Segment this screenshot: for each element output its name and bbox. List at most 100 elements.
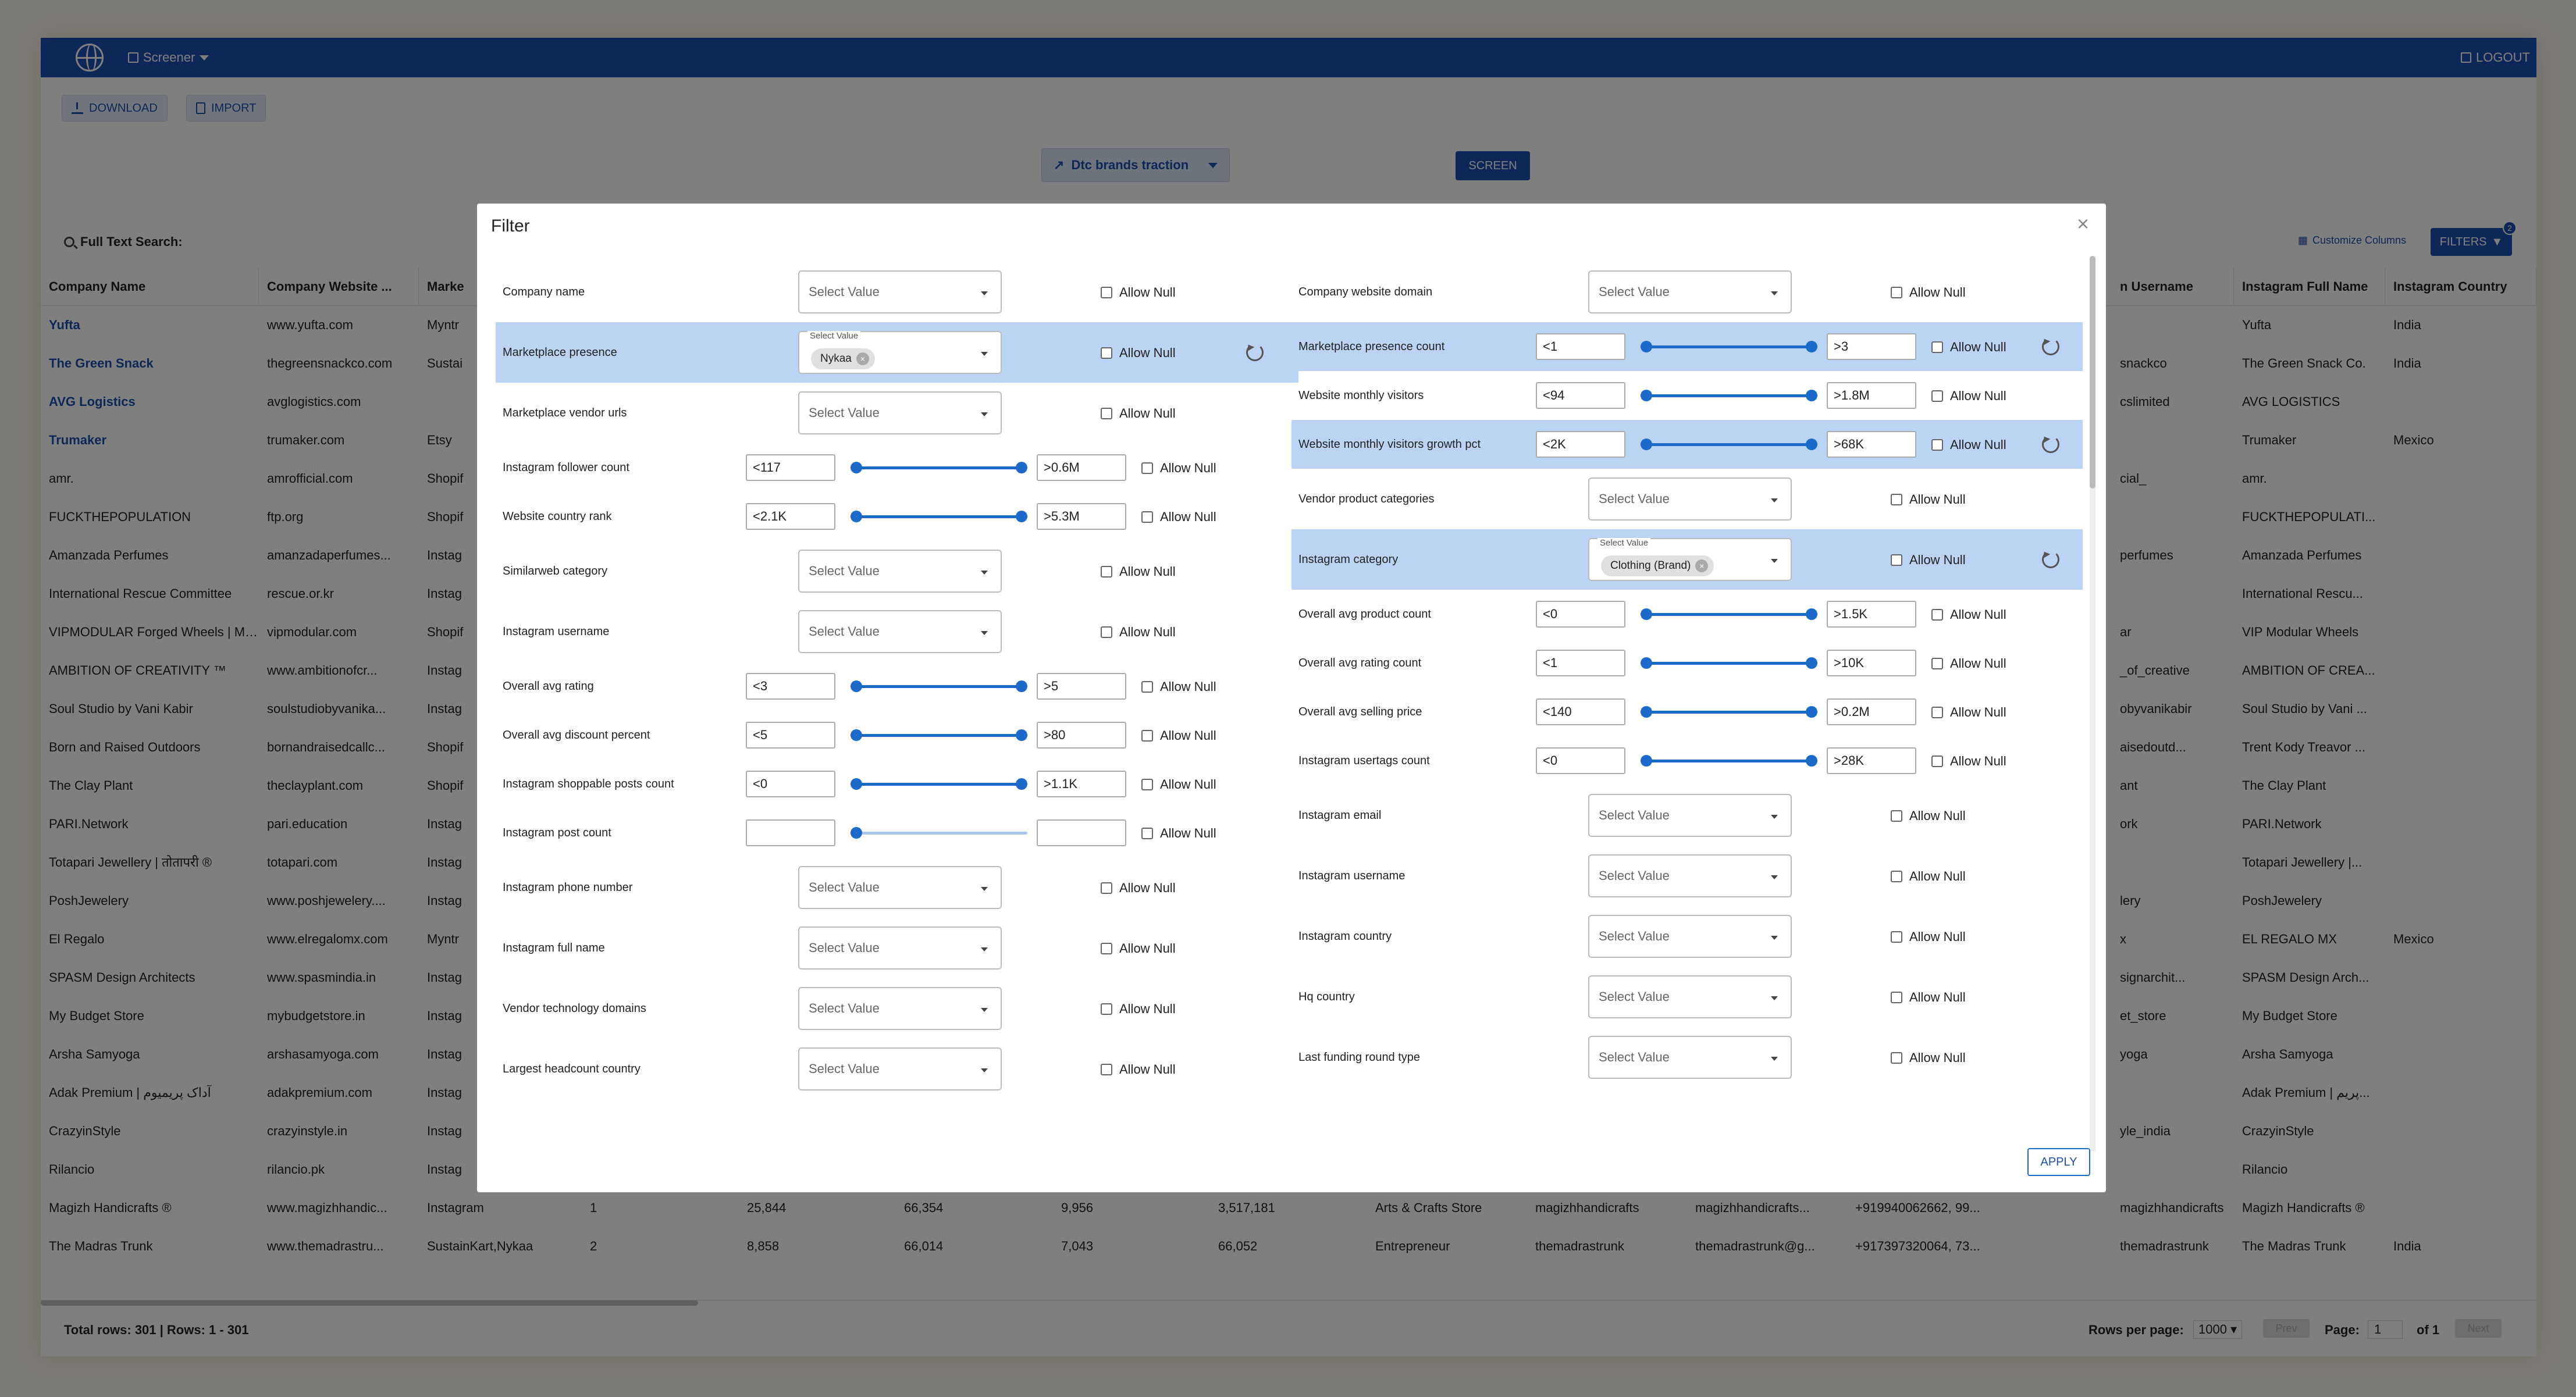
slider-min-thumb[interactable] (851, 827, 862, 839)
chip-remove-icon[interactable]: × (856, 352, 869, 365)
allow-null-checkbox[interactable]: Allow Null (1931, 705, 2006, 720)
range-max-input[interactable]: >5 (1037, 673, 1126, 700)
slider-max-thumb[interactable] (1806, 657, 1817, 669)
range-max-input[interactable]: >28K (1827, 747, 1916, 774)
checkbox-box[interactable] (1891, 810, 1902, 822)
select-value-dropdown[interactable]: Select Value (1588, 270, 1792, 313)
allow-null-checkbox[interactable]: Allow Null (1891, 553, 1966, 568)
range-min-input[interactable] (746, 819, 835, 846)
checkbox-box[interactable] (1891, 287, 1902, 298)
checkbox-box[interactable] (1101, 287, 1112, 298)
checkbox-box[interactable] (1101, 347, 1112, 359)
range-max-input[interactable]: >1.1K (1037, 771, 1126, 797)
checkbox-box[interactable] (1101, 1003, 1112, 1015)
checkbox-box[interactable] (1141, 462, 1153, 474)
checkbox-box[interactable] (1931, 609, 1943, 621)
select-value-dropdown[interactable]: Select Value (798, 270, 1002, 313)
allow-null-checkbox[interactable]: Allow Null (1141, 728, 1216, 743)
range-max-input[interactable]: >0.2M (1827, 698, 1916, 725)
allow-null-checkbox[interactable]: Allow Null (1101, 285, 1176, 300)
select-value-dropdown[interactable]: Select Value (1588, 975, 1792, 1018)
reset-icon[interactable] (2042, 338, 2059, 355)
dialog-scrollbar[interactable] (2090, 256, 2095, 1152)
select-value-dropdown[interactable]: Select Value (798, 550, 1002, 593)
range-max-input[interactable]: >1.8M (1827, 382, 1916, 409)
checkbox-box[interactable] (1101, 408, 1112, 419)
checkbox-box[interactable] (1141, 779, 1153, 790)
allow-null-checkbox[interactable]: Allow Null (1891, 808, 1966, 824)
slider-min-thumb[interactable] (1641, 608, 1652, 620)
checkbox-box[interactable] (1101, 626, 1112, 638)
slider-max-thumb[interactable] (1806, 439, 1817, 450)
select-value-dropdown[interactable]: Select Value (798, 1047, 1002, 1090)
range-slider[interactable] (851, 827, 1027, 839)
range-slider[interactable] (851, 729, 1027, 741)
range-slider[interactable] (851, 778, 1027, 790)
checkbox-box[interactable] (1101, 943, 1112, 954)
allow-null-checkbox[interactable]: Allow Null (1891, 1050, 1966, 1065)
allow-null-checkbox[interactable]: Allow Null (1891, 869, 1966, 884)
checkbox-box[interactable] (1891, 871, 1902, 882)
selected-chip[interactable]: Nykaa × (811, 348, 875, 369)
apply-button[interactable]: APPLY (2027, 1148, 2090, 1176)
range-slider[interactable] (1641, 439, 1817, 450)
range-min-input[interactable]: <3 (746, 673, 835, 700)
slider-max-thumb[interactable] (1016, 778, 1027, 790)
checkbox-box[interactable] (1141, 681, 1153, 693)
checkbox-box[interactable] (1931, 341, 1943, 353)
allow-null-checkbox[interactable]: Allow Null (1101, 1002, 1176, 1017)
allow-null-checkbox[interactable]: Allow Null (1931, 656, 2006, 671)
range-min-input[interactable]: <117 (746, 454, 835, 481)
allow-null-checkbox[interactable]: Allow Null (1141, 826, 1216, 841)
allow-null-checkbox[interactable]: Allow Null (1891, 929, 1966, 945)
range-slider[interactable] (851, 680, 1027, 692)
allow-null-checkbox[interactable]: Allow Null (1101, 625, 1176, 640)
range-min-input[interactable]: <2K (1536, 431, 1625, 458)
range-min-input[interactable]: <140 (1536, 698, 1625, 725)
allow-null-checkbox[interactable]: Allow Null (1931, 389, 2006, 404)
checkbox-box[interactable] (1141, 511, 1153, 523)
allow-null-checkbox[interactable]: Allow Null (1141, 461, 1216, 476)
checkbox-box[interactable] (1891, 992, 1902, 1003)
select-value-dropdown[interactable]: Select Value (798, 391, 1002, 434)
allow-null-checkbox[interactable]: Allow Null (1101, 406, 1176, 421)
checkbox-box[interactable] (1891, 931, 1902, 943)
allow-null-checkbox[interactable]: Allow Null (1141, 509, 1216, 525)
checkbox-box[interactable] (1891, 1052, 1902, 1064)
slider-max-thumb[interactable] (1806, 608, 1817, 620)
allow-null-checkbox[interactable]: Allow Null (1101, 941, 1176, 956)
range-max-input[interactable]: >68K (1827, 431, 1916, 458)
range-slider[interactable] (1641, 755, 1817, 767)
range-min-input[interactable]: <94 (1536, 382, 1625, 409)
slider-min-thumb[interactable] (851, 729, 862, 741)
select-value-dropdown[interactable]: Select Value Clothing (Brand) × (1588, 538, 1792, 581)
range-slider[interactable] (1641, 706, 1817, 718)
checkbox-box[interactable] (1931, 390, 1943, 402)
checkbox-box[interactable] (1931, 658, 1943, 669)
reset-icon[interactable] (1246, 344, 1264, 361)
allow-null-checkbox[interactable]: Allow Null (1931, 437, 2006, 452)
range-min-input[interactable]: <0 (1536, 747, 1625, 774)
slider-max-thumb[interactable] (1806, 706, 1817, 718)
select-value-dropdown[interactable]: Select Value (798, 866, 1002, 909)
range-max-input[interactable]: >1.5K (1827, 601, 1916, 628)
slider-max-thumb[interactable] (1016, 729, 1027, 741)
slider-min-thumb[interactable] (1641, 657, 1652, 669)
slider-max-thumb[interactable] (1016, 680, 1027, 692)
checkbox-box[interactable] (1891, 554, 1902, 566)
select-value-dropdown[interactable]: Select Value (1588, 794, 1792, 837)
slider-max-thumb[interactable] (1806, 755, 1817, 767)
allow-null-checkbox[interactable]: Allow Null (1101, 1062, 1176, 1077)
select-value-dropdown[interactable]: Select Value (798, 610, 1002, 653)
slider-max-thumb[interactable] (1806, 390, 1817, 401)
range-slider[interactable] (851, 511, 1027, 522)
range-slider[interactable] (1641, 608, 1817, 620)
range-max-input[interactable]: >10K (1827, 650, 1916, 676)
range-slider[interactable] (851, 462, 1027, 473)
allow-null-checkbox[interactable]: Allow Null (1101, 345, 1176, 361)
slider-max-thumb[interactable] (1806, 341, 1817, 352)
select-value-dropdown[interactable]: Select Value (1588, 1036, 1792, 1079)
checkbox-box[interactable] (1101, 566, 1112, 578)
checkbox-box[interactable] (1101, 882, 1112, 894)
checkbox-box[interactable] (1891, 494, 1902, 505)
